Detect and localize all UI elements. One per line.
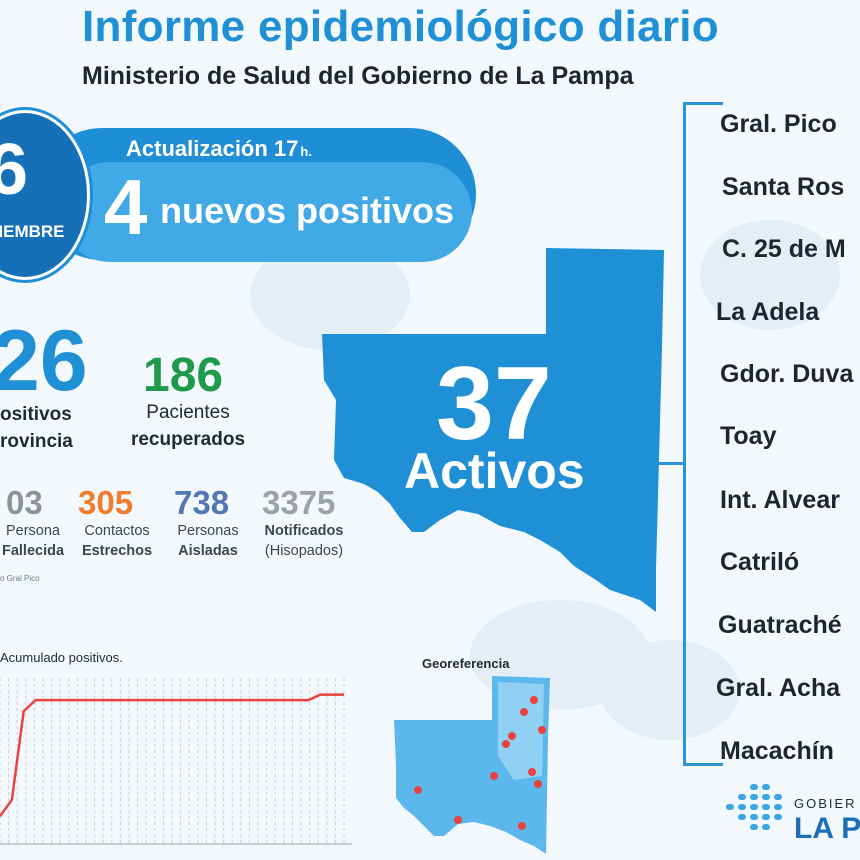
georef-point xyxy=(518,822,526,830)
government-logo-icon xyxy=(726,784,782,830)
bracket-line xyxy=(683,102,686,766)
update-time-label: Actualización 17 h. xyxy=(126,136,312,162)
new-positives-count: 4 xyxy=(104,163,148,251)
isolated-label: Personas Aisladas xyxy=(170,522,246,561)
georef-point xyxy=(534,780,542,788)
province-shape xyxy=(322,248,664,612)
bracket-connector xyxy=(656,462,686,465)
page-title: Informe epidemiológico diario xyxy=(82,2,719,51)
notified-label: Notificados (Hisopados) xyxy=(254,522,354,561)
recovered-line2: recuperados xyxy=(130,428,246,450)
recovered-label: Pacientes recuperados xyxy=(110,400,266,453)
notified-line2: (Hisopados) xyxy=(264,542,344,559)
locality-item: C. 25 de M xyxy=(722,235,846,263)
georef-point xyxy=(414,786,422,794)
georef-point xyxy=(520,708,528,716)
background-circle xyxy=(700,220,840,330)
contacts-value: 305 xyxy=(78,484,134,521)
footnote: o Gral Pico xyxy=(0,574,40,583)
georef-highlight xyxy=(498,682,544,780)
isolated-line1: Personas xyxy=(177,523,239,539)
georef-title: Georeferencia xyxy=(422,656,510,671)
date-month: TIEMBRE xyxy=(0,222,65,241)
notified-line1: Notificados xyxy=(264,523,344,539)
deceased-line2: Fallecida xyxy=(1,542,65,559)
date-day: 6 xyxy=(0,130,29,210)
isolated-value: 738 xyxy=(174,484,230,521)
locality-item: Gral. Acha xyxy=(716,674,841,702)
georef-point xyxy=(530,696,538,704)
logo-government-text: GOBIER xyxy=(794,796,857,811)
locality-item: Toay xyxy=(720,422,777,450)
update-time-text: Actualización 17 xyxy=(126,136,299,161)
update-time-unit: h. xyxy=(300,144,312,159)
deceased-value: 03 xyxy=(6,484,43,521)
new-positives-banner xyxy=(60,162,472,262)
georef-point xyxy=(502,740,510,748)
locality-item: Catriló xyxy=(720,548,800,576)
page-subtitle: Ministerio de Salud del Gobierno de La P… xyxy=(82,62,634,90)
active-label: Activos xyxy=(404,443,585,499)
locality-item: Int. Alvear xyxy=(720,486,840,514)
locality-item: Gral. Pico xyxy=(720,110,837,138)
locality-item: Guatraché xyxy=(718,611,842,639)
contacts-line1: Contactos xyxy=(84,523,150,539)
total-positives-line2: rovincia xyxy=(0,430,73,452)
total-positives-value: 26 xyxy=(0,313,88,409)
georef-point xyxy=(490,772,498,780)
bracket-top xyxy=(683,102,723,105)
contacts-label: Contactos Estrechos xyxy=(74,522,160,561)
georef-points xyxy=(414,696,546,830)
chart-series-line xyxy=(0,693,344,818)
locality-item: La Adela xyxy=(716,298,820,326)
new-positives-label: nuevos positivos xyxy=(160,190,455,231)
background-circle xyxy=(600,640,740,740)
deceased-label: Persona Fallecida xyxy=(0,522,66,561)
total-positives-label: ositivos rovincia xyxy=(0,402,73,455)
georef-point xyxy=(454,816,462,824)
total-positives-line1: ositivos xyxy=(0,404,72,425)
bracket-bottom xyxy=(683,763,723,766)
chart-grid xyxy=(0,678,352,845)
recovered-value: 186 xyxy=(143,349,224,402)
cumulative-chart xyxy=(0,678,352,845)
georef-point xyxy=(538,726,546,734)
active-count: 37 xyxy=(436,346,552,462)
deceased-line1: Persona xyxy=(5,523,60,539)
locality-item: Macachín xyxy=(720,737,834,765)
georef-map xyxy=(394,676,550,854)
isolated-line2: Aisladas xyxy=(178,542,238,559)
georef-point xyxy=(528,768,536,776)
recovered-line1: Pacientes xyxy=(146,402,230,423)
locality-item: Santa Ros xyxy=(722,173,845,201)
notified-value: 3375 xyxy=(262,484,336,521)
locality-item: Gdor. Duva xyxy=(720,360,854,388)
logo-name-text: LA PA xyxy=(794,812,860,845)
georef-point xyxy=(508,732,516,740)
contacts-line2: Estrechos xyxy=(81,542,153,559)
chart-title: Acumulado positivos. xyxy=(0,650,123,665)
